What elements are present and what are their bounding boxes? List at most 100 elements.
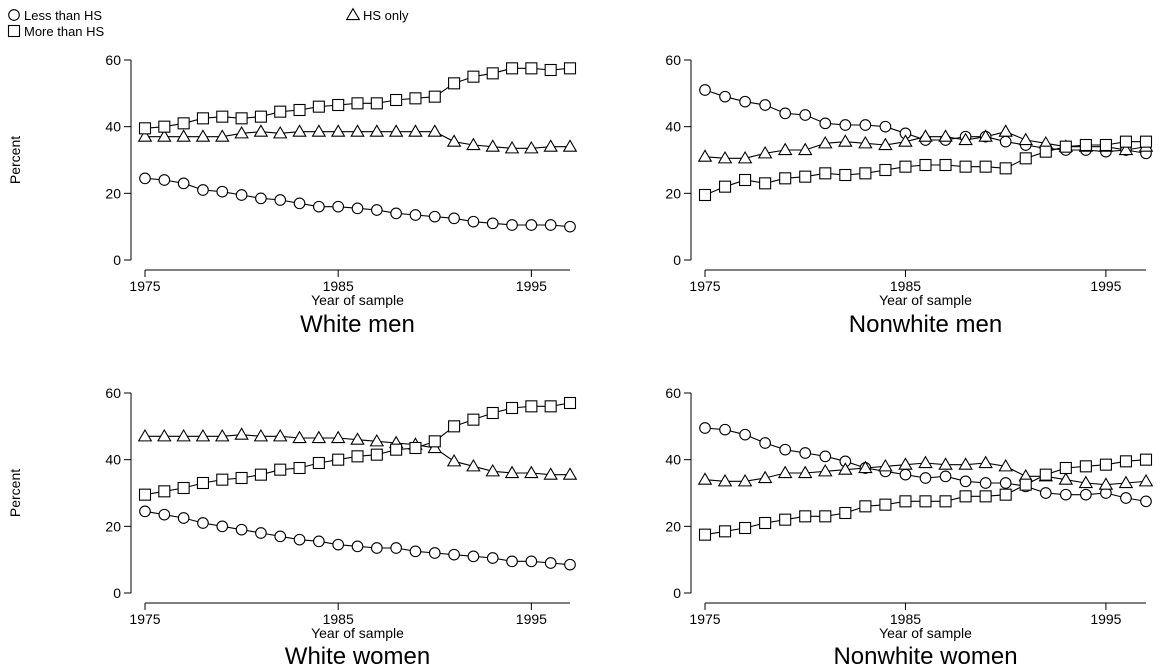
x-tick-label: 1975 xyxy=(129,611,160,627)
y-tick-label: 0 xyxy=(113,585,121,601)
point-circle xyxy=(719,90,731,103)
point-square xyxy=(759,516,772,530)
point-circle xyxy=(158,508,171,521)
point-circle xyxy=(779,107,792,120)
point-circle xyxy=(274,194,287,206)
point-triangle xyxy=(272,428,288,442)
y-tick-label: 0 xyxy=(673,252,681,268)
point-circle xyxy=(939,470,952,483)
point-square xyxy=(1099,458,1112,471)
point-circle xyxy=(506,555,518,568)
x-tick-label: 1995 xyxy=(516,278,547,294)
point-circle xyxy=(370,542,383,554)
point-circle xyxy=(351,540,364,553)
point-square xyxy=(819,510,832,523)
point-circle xyxy=(370,204,383,216)
point-triangle xyxy=(195,428,211,442)
legend-marker-square xyxy=(7,24,21,38)
y-tick-label: 60 xyxy=(105,52,121,68)
point-triangle xyxy=(253,124,269,137)
point-square xyxy=(390,93,403,107)
panel-title: Nonwhite men xyxy=(849,311,1002,338)
y-tick-label: 20 xyxy=(105,185,121,201)
point-triangle xyxy=(777,465,793,479)
point-triangle xyxy=(838,134,853,147)
point-triangle xyxy=(918,455,933,469)
point-circle xyxy=(158,174,171,186)
panel-title: Nonwhite women xyxy=(833,643,1017,670)
point-square xyxy=(448,420,461,433)
point-triangle xyxy=(697,472,713,485)
point-square xyxy=(779,172,792,185)
point-circle xyxy=(564,558,576,571)
point-square xyxy=(1059,461,1072,475)
point-triangle xyxy=(311,124,327,137)
point-square xyxy=(979,490,992,503)
point-circle xyxy=(1059,488,1072,501)
point-triangle xyxy=(157,428,172,442)
x-axis-label: Year of sample xyxy=(879,292,972,308)
point-square xyxy=(1139,453,1153,466)
point-triangle xyxy=(818,135,833,149)
point-triangle xyxy=(1058,472,1074,485)
point-circle xyxy=(467,215,480,228)
point-triangle xyxy=(978,129,993,142)
x-tick-label: 1995 xyxy=(516,611,547,627)
point-square xyxy=(859,500,872,513)
point-circle xyxy=(486,552,499,564)
point-triangle xyxy=(717,473,733,487)
point-circle xyxy=(255,192,267,205)
point-triangle xyxy=(157,129,172,142)
point-circle xyxy=(332,200,345,213)
point-square xyxy=(274,463,287,476)
point-triangle xyxy=(958,457,973,470)
point-triangle xyxy=(998,458,1013,472)
point-triangle xyxy=(466,458,481,472)
panel-nonwhite-women: 0 20 40 60 1975 1985 1995 Year of sample Nonwhit… xyxy=(665,385,1154,670)
point-square xyxy=(1099,138,1112,152)
point-circle xyxy=(197,184,209,196)
panel-white-men: 0 20 40 60 1975 1985 1995 Year of sample Percent… xyxy=(7,52,578,338)
point-square xyxy=(428,435,441,448)
point-square xyxy=(254,468,267,481)
point-triangle xyxy=(524,465,539,479)
point-square xyxy=(1039,468,1052,481)
point-triangle xyxy=(1138,473,1154,487)
point-triangle xyxy=(292,124,307,137)
point-circle xyxy=(719,423,731,436)
point-square xyxy=(1079,460,1092,473)
point-square xyxy=(409,441,422,455)
point-square xyxy=(293,103,306,117)
point-triangle xyxy=(998,124,1013,137)
point-circle xyxy=(739,95,751,108)
point-square xyxy=(448,77,461,90)
point-square xyxy=(525,62,538,75)
point-square xyxy=(698,528,712,541)
point-square xyxy=(293,461,306,475)
point-circle xyxy=(486,217,499,230)
point-square xyxy=(739,521,752,535)
point-square xyxy=(879,163,892,177)
point-square xyxy=(370,97,383,110)
point-square xyxy=(759,177,772,190)
point-square xyxy=(177,117,190,130)
point-circle xyxy=(979,477,992,489)
point-square xyxy=(505,401,519,415)
y-tick-label: 60 xyxy=(665,52,681,68)
point-square xyxy=(819,167,832,180)
point-circle xyxy=(819,117,832,130)
point-triangle xyxy=(272,125,288,139)
point-square xyxy=(1019,478,1032,491)
point-circle xyxy=(139,172,151,185)
point-triangle xyxy=(408,124,423,137)
point-circle xyxy=(999,135,1012,148)
x-tick-label: 1985 xyxy=(323,611,354,627)
point-circle xyxy=(799,447,812,459)
legend-marker-circle xyxy=(8,9,20,21)
point-circle xyxy=(428,210,441,223)
point-triangle xyxy=(311,430,327,444)
point-circle xyxy=(959,475,972,488)
point-triangle xyxy=(446,134,462,147)
x-tick-label: 1985 xyxy=(890,611,921,627)
point-circle xyxy=(544,557,557,569)
